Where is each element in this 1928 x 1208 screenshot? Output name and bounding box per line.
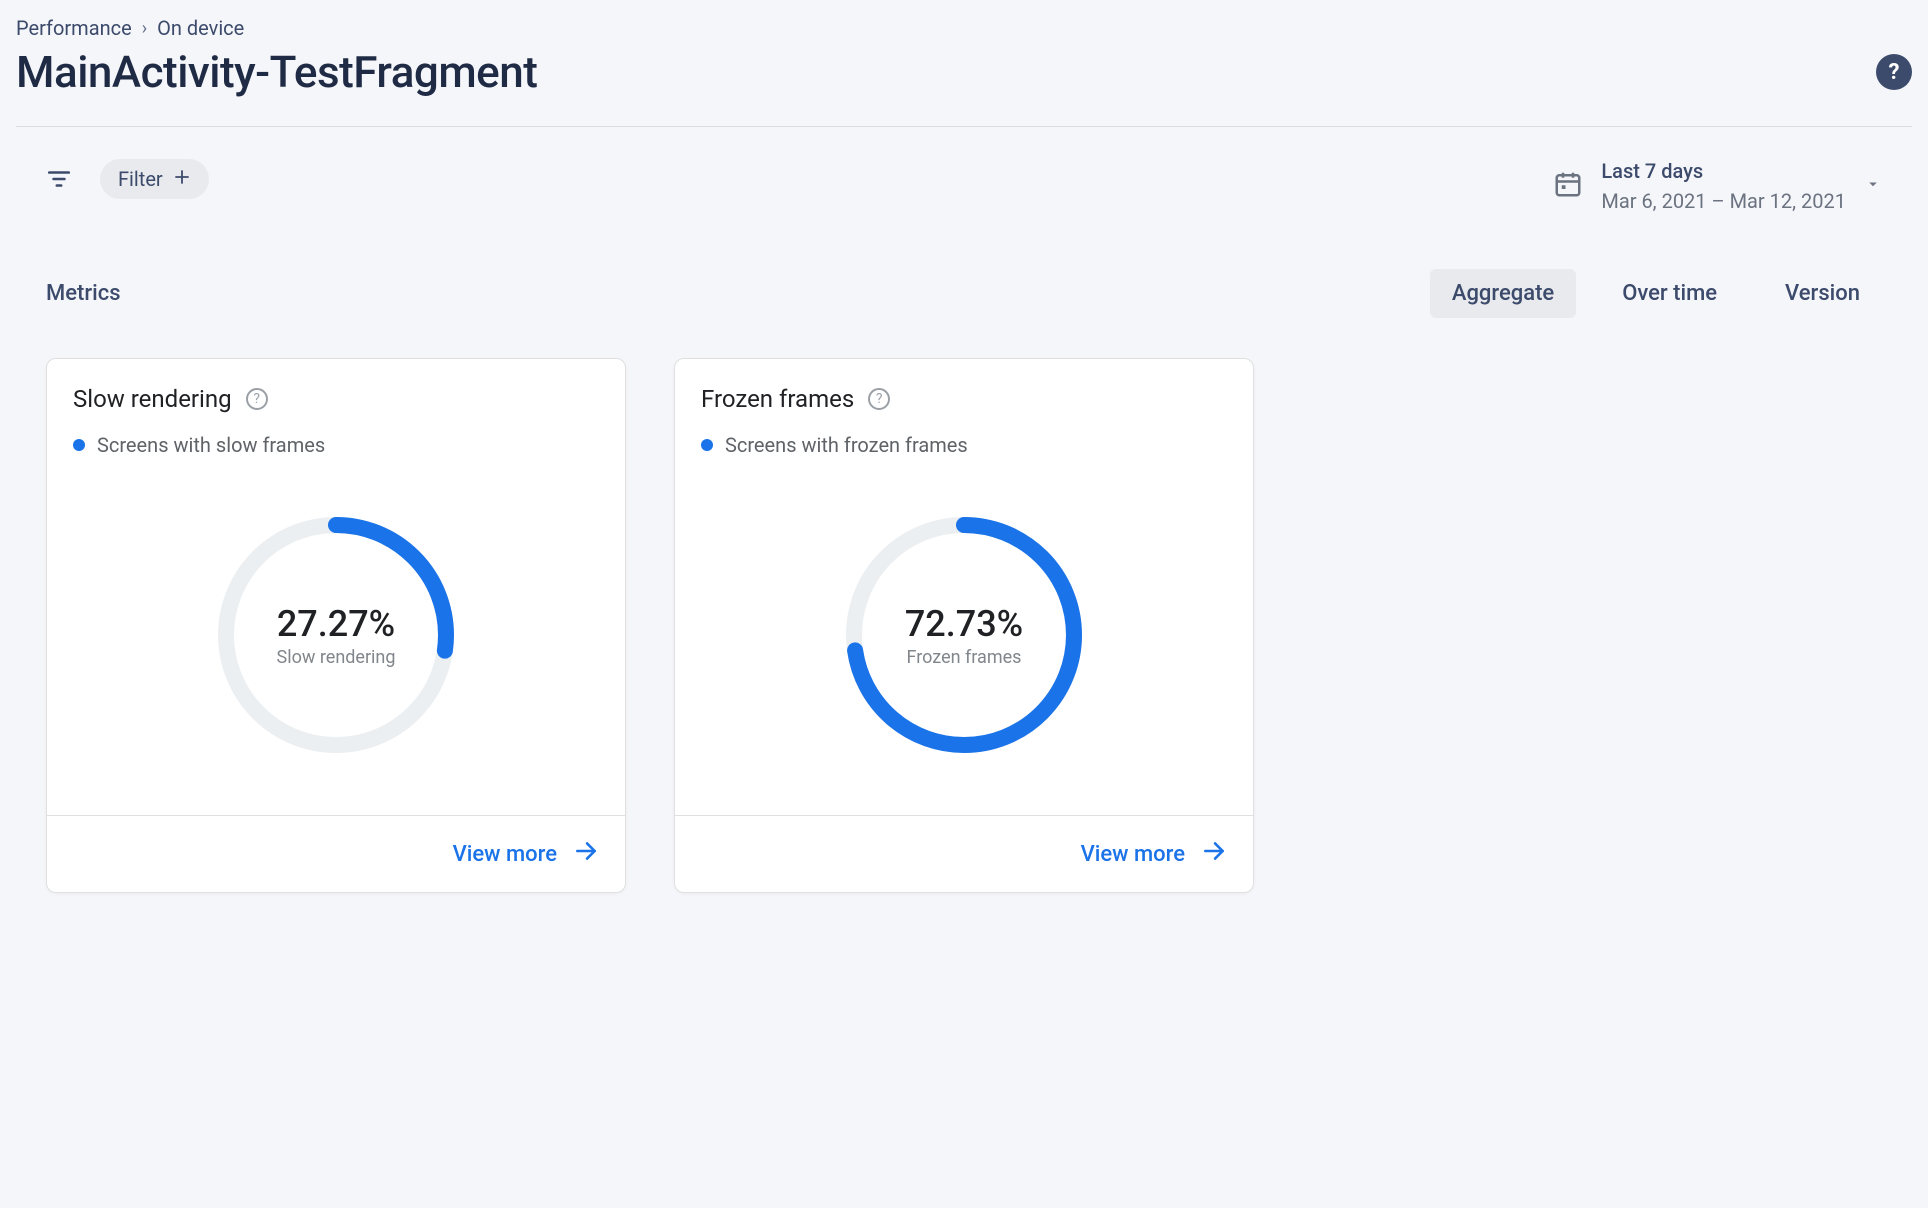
card-title: Slow rendering bbox=[73, 385, 232, 413]
tab-aggregate[interactable]: Aggregate bbox=[1430, 269, 1576, 318]
tab-version[interactable]: Version bbox=[1763, 269, 1882, 318]
legend: Screens with slow frames bbox=[73, 433, 599, 457]
arrow-right-icon bbox=[1201, 838, 1227, 870]
page-title: MainActivity-TestFragment bbox=[16, 46, 537, 98]
segmented-control: Aggregate Over time Version bbox=[1430, 269, 1882, 318]
legend-dot-icon bbox=[73, 439, 85, 451]
view-more-label: View more bbox=[1081, 842, 1185, 867]
view-more-label: View more bbox=[453, 842, 557, 867]
help-circle-icon[interactable]: ? bbox=[246, 388, 268, 410]
legend: Screens with frozen frames bbox=[701, 433, 1227, 457]
help-circle-icon[interactable]: ? bbox=[868, 388, 890, 410]
plus-icon bbox=[173, 167, 191, 191]
chevron-right-icon: › bbox=[142, 18, 147, 39]
breadcrumb-on-device[interactable]: On device bbox=[157, 16, 244, 40]
arrow-right-icon bbox=[573, 838, 599, 870]
date-range-picker[interactable]: Last 7 days Mar 6, 2021 – Mar 12, 2021 bbox=[1553, 159, 1882, 213]
breadcrumb: Performance › On device bbox=[16, 16, 1912, 40]
metrics-cards: Slow rendering ? Screens with slow frame… bbox=[16, 358, 1912, 893]
divider bbox=[16, 126, 1912, 127]
card-frozen-frames: Frozen frames ? Screens with frozen fram… bbox=[674, 358, 1254, 893]
tab-over-time[interactable]: Over time bbox=[1600, 269, 1739, 318]
breadcrumb-performance[interactable]: Performance bbox=[16, 16, 132, 40]
donut-value: 27.27% bbox=[277, 603, 396, 645]
filter-chip-label: Filter bbox=[118, 167, 163, 191]
legend-dot-icon bbox=[701, 439, 713, 451]
card-slow-rendering: Slow rendering ? Screens with slow frame… bbox=[46, 358, 626, 893]
filter-chip[interactable]: Filter bbox=[100, 159, 209, 199]
view-more-button[interactable]: View more bbox=[453, 838, 599, 870]
legend-label: Screens with frozen frames bbox=[725, 433, 968, 457]
card-title: Frozen frames bbox=[701, 385, 854, 413]
donut-sublabel: Frozen frames bbox=[905, 647, 1023, 668]
donut-value: 72.73% bbox=[905, 603, 1023, 645]
calendar-icon bbox=[1553, 169, 1583, 203]
section-title-metrics: Metrics bbox=[46, 281, 121, 306]
help-icon[interactable]: ? bbox=[1876, 54, 1912, 90]
date-range-secondary: Mar 6, 2021 – Mar 12, 2021 bbox=[1601, 189, 1846, 213]
date-range-primary: Last 7 days bbox=[1601, 159, 1846, 183]
view-more-button[interactable]: View more bbox=[1081, 838, 1227, 870]
legend-label: Screens with slow frames bbox=[97, 433, 325, 457]
caret-down-icon bbox=[1864, 175, 1882, 197]
filter-list-icon[interactable] bbox=[46, 166, 72, 192]
donut-sublabel: Slow rendering bbox=[277, 647, 396, 668]
